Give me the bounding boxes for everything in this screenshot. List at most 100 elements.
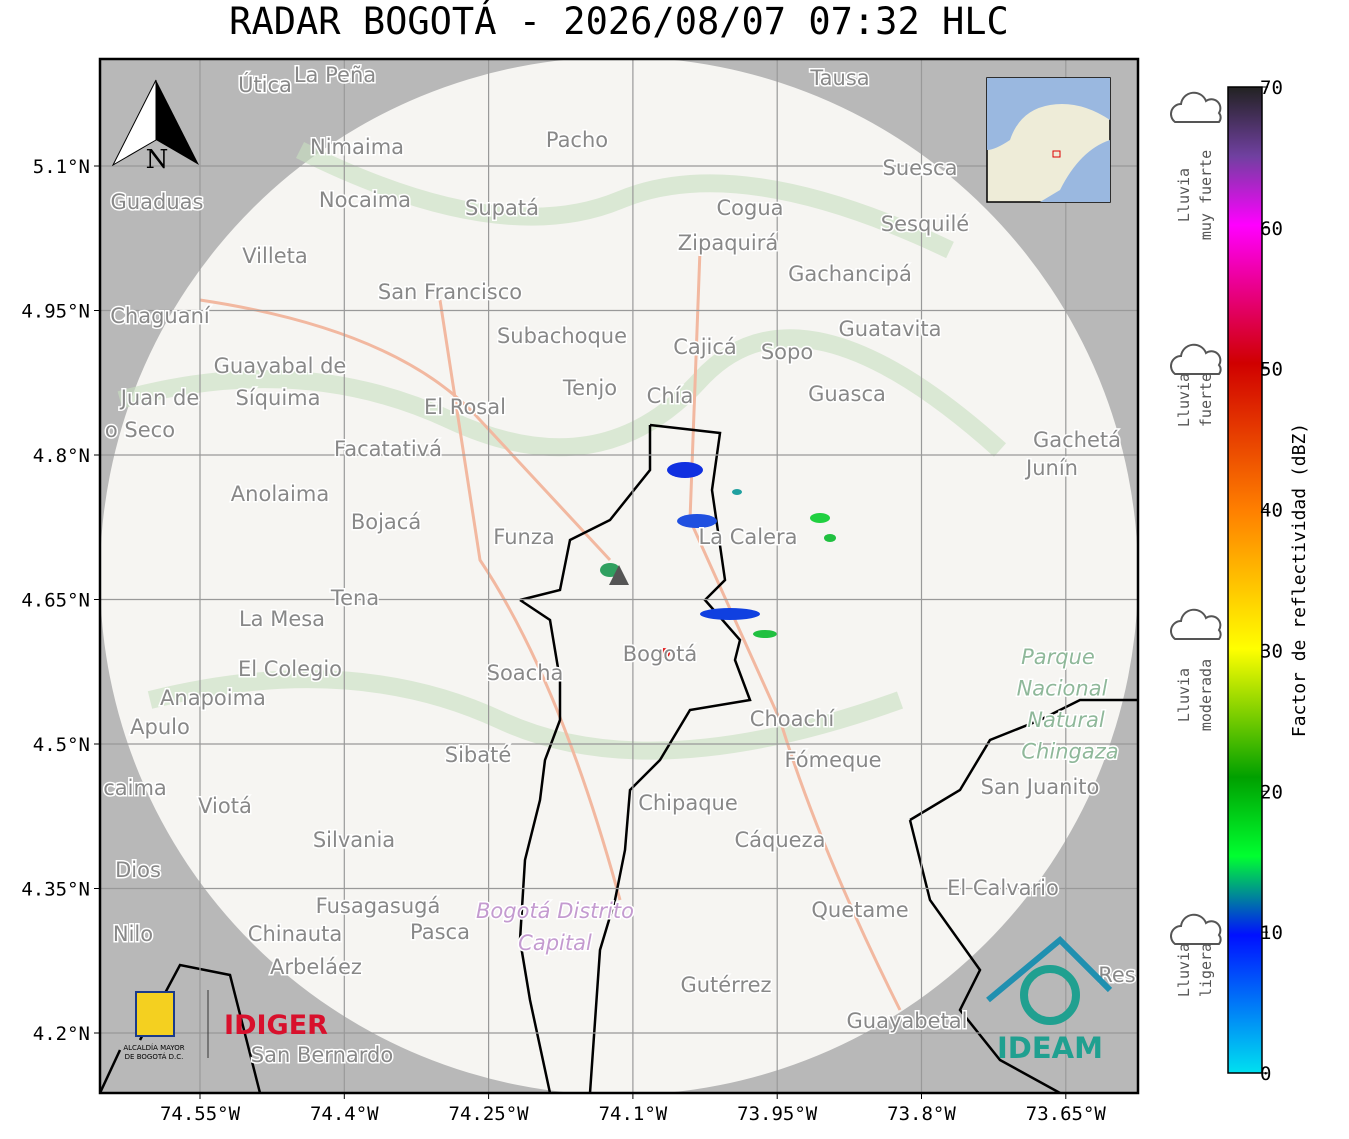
place-label: Bojacá [351,510,421,534]
lat-tick-label: 4.95°N [21,301,90,323]
district-label: Capital [518,931,592,955]
place-label: Fómeque [784,748,881,772]
place-label: El Rosal [424,395,506,419]
radar-site [609,565,629,585]
alcaldia-text: DE BOGOTÁ D.C. [125,1052,184,1061]
place-label: Supatá [465,196,539,220]
lon-tick-label: 73.65°W [1026,1103,1107,1125]
roads [199,249,902,1011]
rain-icon [1170,913,1222,945]
rain-level-label: moderada [1197,659,1215,731]
place-label: Suesca [883,156,958,180]
place-label: Soacha [487,661,564,685]
place-label: Funza [493,525,554,549]
alcaldia-logo [135,991,175,1037]
rain-level-label: Lluvia [1175,943,1193,997]
place-label: San Francisco [378,280,522,304]
lon-tick-label: 74.1°W [599,1103,668,1125]
inset-sea [987,78,1110,202]
park-label: Chingaza [1021,740,1118,764]
graticule [100,59,1138,1093]
rain-level-label: muy fuerte [1197,150,1215,240]
place-label: Pasca [410,920,470,944]
place-label: Chipaque [638,791,738,815]
rain-level-label: Lluvia [1175,668,1193,722]
inset-region [1052,150,1061,158]
place-label: Tena [330,586,379,610]
place-label: Nocaima [319,188,411,212]
place-label: Dios [115,858,161,882]
rain-level-label: fuerte [1197,373,1215,427]
colorbar-tick-label: 50 [1260,359,1283,381]
lon-tick-label: 73.8°W [887,1103,956,1125]
place-label: Silvania [313,828,395,852]
place-label: Chinauta [248,922,342,946]
place-label: Sopo [761,340,813,364]
place-label: Guasca [808,382,886,406]
place-label: Útica [238,72,292,97]
rain-level-label: Lluvia [1175,168,1193,222]
place-label: La Mesa [239,607,325,631]
place-label: o Seco [105,418,175,442]
place-label: La Peña [294,63,376,87]
rain-icon [1170,91,1222,123]
place-label: San Bernardo [251,1043,393,1067]
ideam-logo [1020,965,1080,1025]
place-label: Anapoima [160,686,266,710]
rain-level-label: Lluvia [1175,373,1193,427]
lon-tick-label: 74.25°W [449,1103,530,1125]
rain-level-label: ligera [1197,943,1215,997]
department-boundary [908,698,1138,1093]
lon-tick-label: 74.55°W [160,1103,241,1125]
terrain [117,141,1007,760]
colorbar-tick-label: 40 [1260,500,1283,522]
place-label: Nimaima [310,135,404,159]
place-label: Cajicá [673,335,737,359]
place-label: Viotá [198,794,252,818]
place-label: Res [1098,963,1136,987]
colorbar-label: Factor de reflectividad (dBZ) [1289,423,1310,737]
place-label: Guayabetal [847,1009,968,1033]
place-label: La Calera [698,525,797,549]
place-label: Junín [1024,456,1078,480]
lat-tick-label: 5.1°N [33,156,90,178]
place-label: Gachetá [1033,428,1121,452]
place-label: caima [103,776,167,800]
place-label: Juan de [119,386,200,410]
place-label: Chía [647,384,694,408]
map-frame [98,57,1140,1095]
place-label: Tenjo [562,376,617,400]
map: Útica La Peña Tausa Pacho Nimaima Guaduas Noca… [100,59,1138,1093]
place-label: Pacho [546,128,608,152]
rain-icon [1170,608,1222,640]
place-label: Quetame [811,898,908,922]
north-label: N [146,145,169,175]
title: RADAR BOGOTÁ - 2026/08/07 07:32 HLC [229,0,1009,43]
lat-tick-label: 4.2°N [33,1023,90,1045]
colorbar-tick-label: 0 [1260,1063,1271,1085]
colorbar-tick-label: 30 [1260,640,1283,662]
lat-tick-label: 4.5°N [33,734,90,756]
district-label: Bogotá Distrito [476,899,634,923]
place-label: Chaguaní [110,304,211,328]
lon-tick-label: 73.95°W [737,1103,818,1125]
place-label: Gutérrez [680,973,771,997]
colorbar-tick-label: 20 [1260,781,1283,803]
place-label: Villeta [242,244,307,268]
place-label: El Calvario [947,876,1059,900]
place-label: Arbeláez [270,955,362,979]
place-label: Bogotá [623,642,698,666]
colorbar-tick-label: 60 [1260,218,1283,240]
park-label: Natural [1027,708,1105,732]
place-label: Apulo [130,715,190,739]
place-label: Subachoque [497,324,627,348]
place-label: Síquima [236,386,321,410]
rain-icon [1170,343,1222,375]
place-label: Zipaquirá [678,231,778,255]
place-label: Sesquilé [881,212,969,236]
place-label: Choachí [750,707,836,731]
alcaldia-text: ALCALDÍA MAYOR [123,1043,184,1052]
place-label: Nilo [113,922,153,946]
ideam-logo-text: IDEAM [997,1031,1103,1065]
